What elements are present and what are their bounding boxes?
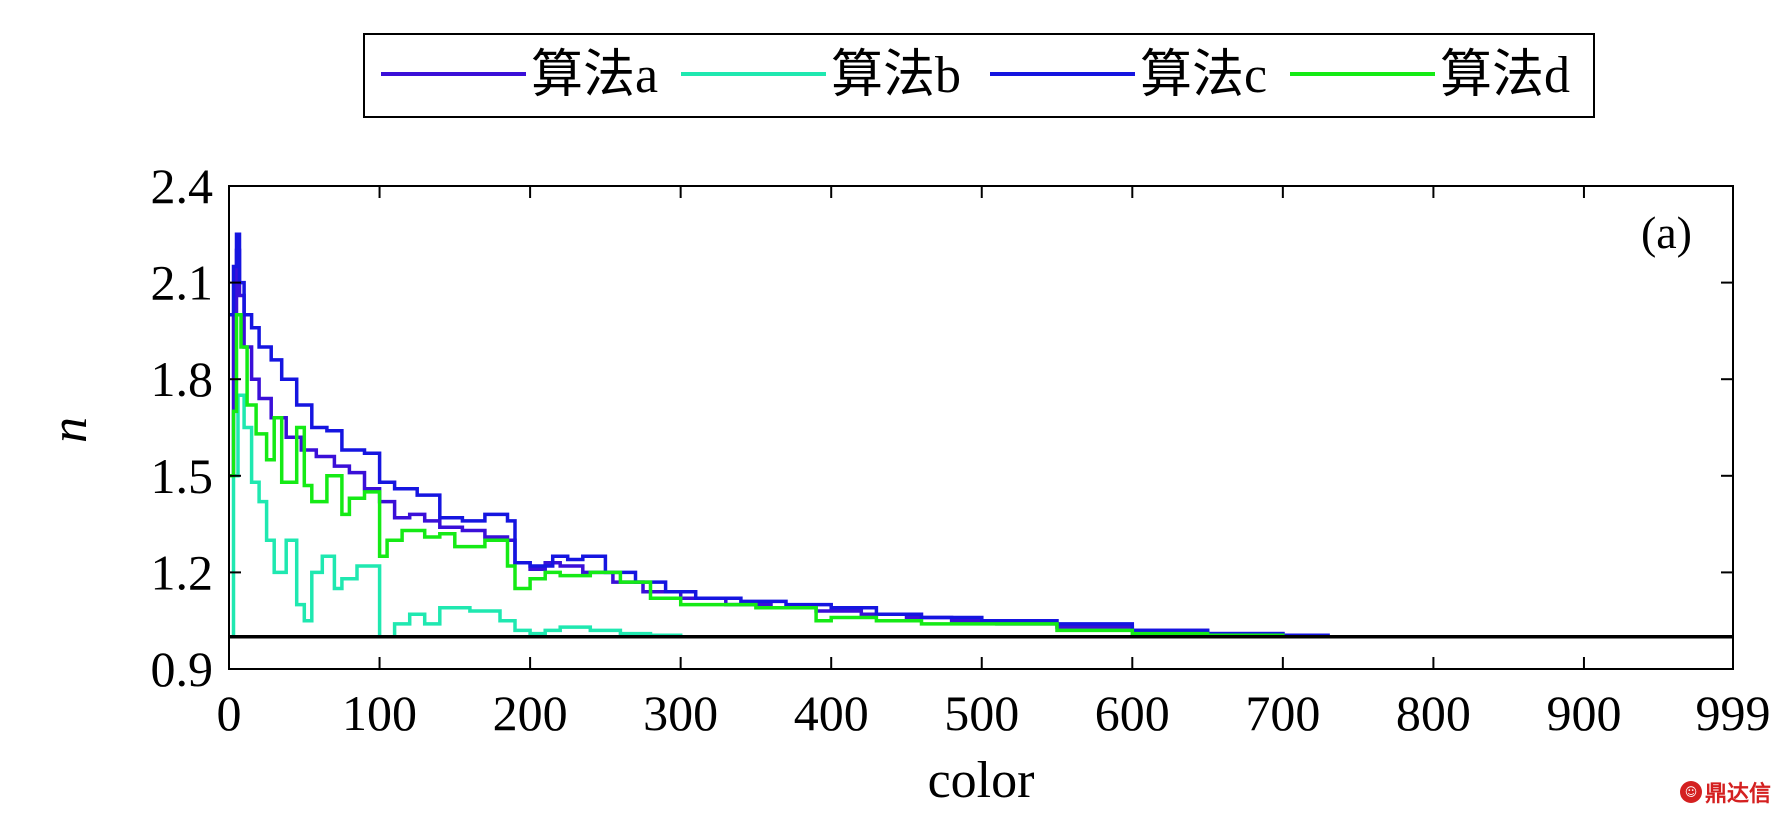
x-tick-label: 900: [1546, 685, 1621, 741]
x-tick-label: 0: [217, 685, 242, 741]
panel-label: (a): [1641, 207, 1692, 258]
x-tick-label: 300: [643, 685, 718, 741]
x-tick-label: 800: [1396, 685, 1471, 741]
legend-label-4: 算法d: [1440, 47, 1570, 104]
y-tick-label: 2.4: [151, 158, 214, 214]
legend-label-3: 算法c: [1140, 47, 1267, 104]
y-tick-label: 0.9: [151, 641, 214, 697]
watermark-text: 鼎达信: [1704, 782, 1771, 807]
legend-label-1: 算法a: [531, 47, 658, 104]
x-tick-label: 200: [493, 685, 568, 741]
legend-label-2: 算法b: [831, 47, 961, 104]
y-axis-label: n: [41, 417, 98, 443]
watermark-logo-icon: ☺: [1679, 781, 1702, 803]
y-tick-label: 2.1: [151, 255, 214, 311]
y-tick-label: 1.8: [151, 351, 214, 407]
x-axis-label: color: [928, 752, 1035, 809]
x-tick-label: 400: [794, 685, 869, 741]
series-line-3: [229, 232, 1330, 637]
legend: 算法a 算法b 算法c 算法d: [363, 33, 1595, 118]
series-line-1: [229, 248, 1330, 637]
y-tick-label: 1.2: [151, 544, 214, 600]
x-tick-label: 999: [1696, 685, 1771, 741]
x-tick-label: 600: [1095, 685, 1170, 741]
x-tick-label: 500: [944, 685, 1019, 741]
plot-frame: [228, 185, 1734, 670]
x-tick-label: 100: [342, 685, 417, 741]
x-tick-label: 700: [1245, 685, 1320, 741]
y-tick-label: 1.5: [151, 448, 214, 504]
watermark: ☺ 鼎达信: [1679, 776, 1771, 808]
plot-area: 0 100 200 300 400 500 600 700 800 900 999 0.9 1.2 1.5…: [151, 158, 1771, 741]
series-line-4: [229, 313, 1328, 639]
